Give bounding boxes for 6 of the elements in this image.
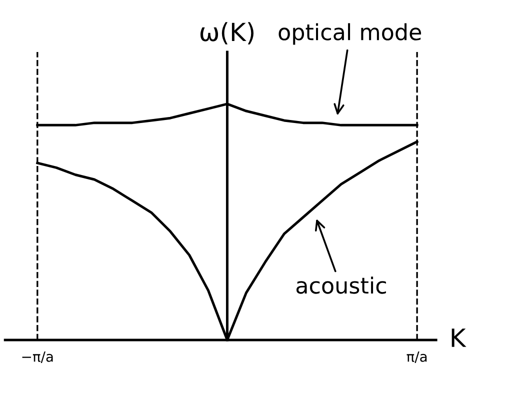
x-tick-label: −π/a <box>22 352 53 363</box>
x-tick-label: π/a <box>406 352 427 363</box>
y-axis-title: ω(K) <box>200 22 254 44</box>
text: optical mode <box>278 23 422 45</box>
x-axis-title: K <box>452 328 466 347</box>
annotation: acoustic <box>296 276 386 294</box>
